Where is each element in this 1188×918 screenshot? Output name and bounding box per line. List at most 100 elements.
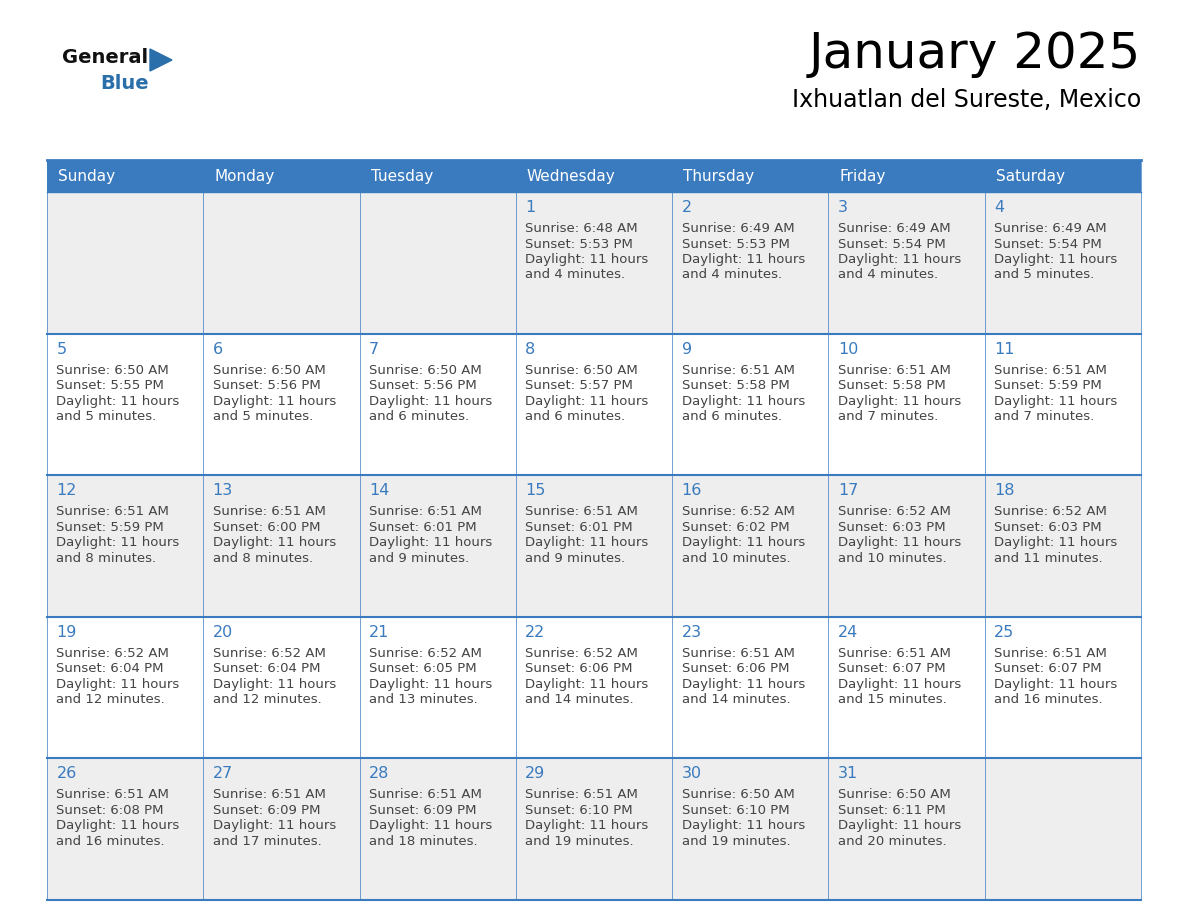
Text: 19: 19 [56, 625, 77, 640]
Text: and 13 minutes.: and 13 minutes. [369, 693, 478, 706]
Text: Daylight: 11 hours: Daylight: 11 hours [525, 253, 649, 266]
Text: January 2025: January 2025 [809, 30, 1140, 78]
Text: Daylight: 11 hours: Daylight: 11 hours [994, 395, 1118, 408]
Bar [828, 617, 985, 758]
Text: Sunset: 5:53 PM: Sunset: 5:53 PM [682, 238, 789, 251]
Text: General: General [62, 48, 148, 67]
Bar [985, 160, 1140, 192]
Text: Sunset: 5:58 PM: Sunset: 5:58 PM [682, 379, 789, 392]
Text: Friday: Friday [840, 169, 886, 184]
Text: Sunset: 6:11 PM: Sunset: 6:11 PM [838, 804, 946, 817]
Bar [203, 617, 360, 758]
Text: Daylight: 11 hours: Daylight: 11 hours [213, 536, 336, 549]
Text: Sunrise: 6:49 AM: Sunrise: 6:49 AM [682, 222, 794, 235]
Text: Daylight: 11 hours: Daylight: 11 hours [525, 395, 649, 408]
Text: Daylight: 11 hours: Daylight: 11 hours [994, 536, 1118, 549]
Text: 1: 1 [525, 200, 536, 215]
Text: Blue: Blue [100, 74, 148, 93]
Text: and 12 minutes.: and 12 minutes. [213, 693, 322, 706]
Text: and 20 minutes.: and 20 minutes. [838, 834, 947, 848]
Text: Sunrise: 6:52 AM: Sunrise: 6:52 AM [369, 647, 482, 660]
Text: Daylight: 11 hours: Daylight: 11 hours [213, 820, 336, 833]
Text: Daylight: 11 hours: Daylight: 11 hours [525, 820, 649, 833]
Text: 5: 5 [56, 341, 67, 356]
Bar [203, 333, 360, 476]
Text: Sunrise: 6:50 AM: Sunrise: 6:50 AM [525, 364, 638, 376]
Text: Sunrise: 6:51 AM: Sunrise: 6:51 AM [525, 505, 638, 518]
Bar [48, 617, 203, 758]
Text: Sunrise: 6:51 AM: Sunrise: 6:51 AM [682, 647, 795, 660]
Text: Sunset: 5:59 PM: Sunset: 5:59 PM [994, 379, 1101, 392]
Bar [985, 476, 1140, 617]
Text: and 15 minutes.: and 15 minutes. [838, 693, 947, 706]
Text: 26: 26 [56, 767, 77, 781]
Text: Sunrise: 6:49 AM: Sunrise: 6:49 AM [994, 222, 1107, 235]
Text: Sunrise: 6:51 AM: Sunrise: 6:51 AM [369, 505, 482, 518]
Bar [985, 758, 1140, 900]
Text: Sunset: 5:57 PM: Sunset: 5:57 PM [525, 379, 633, 392]
Text: and 7 minutes.: and 7 minutes. [838, 410, 939, 423]
Text: Sunrise: 6:52 AM: Sunrise: 6:52 AM [525, 647, 638, 660]
Text: and 14 minutes.: and 14 minutes. [682, 693, 790, 706]
Text: 9: 9 [682, 341, 691, 356]
Text: Sunrise: 6:52 AM: Sunrise: 6:52 AM [213, 647, 326, 660]
Text: 7: 7 [369, 341, 379, 356]
Text: Sunset: 6:07 PM: Sunset: 6:07 PM [994, 662, 1101, 676]
Bar [360, 476, 516, 617]
Text: Sunset: 5:56 PM: Sunset: 5:56 PM [213, 379, 321, 392]
Text: Sunrise: 6:51 AM: Sunrise: 6:51 AM [56, 789, 169, 801]
Text: 11: 11 [994, 341, 1015, 356]
Bar [203, 192, 360, 333]
Text: Daylight: 11 hours: Daylight: 11 hours [369, 677, 492, 691]
Text: Sunrise: 6:52 AM: Sunrise: 6:52 AM [56, 647, 169, 660]
Text: Sunrise: 6:52 AM: Sunrise: 6:52 AM [838, 505, 950, 518]
Text: 29: 29 [525, 767, 545, 781]
Text: Sunset: 6:04 PM: Sunset: 6:04 PM [213, 662, 320, 676]
Bar [203, 476, 360, 617]
Text: and 11 minutes.: and 11 minutes. [994, 552, 1102, 565]
Text: 13: 13 [213, 483, 233, 498]
Bar [828, 160, 985, 192]
Text: Sunrise: 6:50 AM: Sunrise: 6:50 AM [56, 364, 169, 376]
Text: Sunset: 5:56 PM: Sunset: 5:56 PM [369, 379, 476, 392]
Bar [672, 160, 828, 192]
Bar [828, 476, 985, 617]
Text: Sunset: 6:02 PM: Sunset: 6:02 PM [682, 521, 789, 533]
Text: Daylight: 11 hours: Daylight: 11 hours [369, 820, 492, 833]
Bar [48, 476, 203, 617]
Text: Sunrise: 6:50 AM: Sunrise: 6:50 AM [213, 364, 326, 376]
Bar [672, 476, 828, 617]
Text: 30: 30 [682, 767, 702, 781]
Text: Sunrise: 6:50 AM: Sunrise: 6:50 AM [682, 789, 795, 801]
Text: 4: 4 [994, 200, 1004, 215]
Bar [360, 758, 516, 900]
Text: Sunset: 6:06 PM: Sunset: 6:06 PM [682, 662, 789, 676]
Text: 18: 18 [994, 483, 1015, 498]
Text: Sunset: 6:09 PM: Sunset: 6:09 PM [213, 804, 320, 817]
Bar [516, 476, 672, 617]
Text: Sunset: 5:55 PM: Sunset: 5:55 PM [56, 379, 164, 392]
Text: Sunset: 6:10 PM: Sunset: 6:10 PM [682, 804, 789, 817]
Text: Sunrise: 6:51 AM: Sunrise: 6:51 AM [369, 789, 482, 801]
Bar [828, 192, 985, 333]
Text: Daylight: 11 hours: Daylight: 11 hours [213, 395, 336, 408]
Text: Thursday: Thursday [683, 169, 754, 184]
Bar [672, 192, 828, 333]
Bar [360, 333, 516, 476]
Text: Sunrise: 6:51 AM: Sunrise: 6:51 AM [213, 789, 326, 801]
Text: and 9 minutes.: and 9 minutes. [369, 552, 469, 565]
Bar [985, 617, 1140, 758]
Bar [672, 333, 828, 476]
Bar [360, 617, 516, 758]
Bar [672, 758, 828, 900]
Text: and 10 minutes.: and 10 minutes. [682, 552, 790, 565]
Text: and 17 minutes.: and 17 minutes. [213, 834, 322, 848]
Text: Sunset: 6:00 PM: Sunset: 6:00 PM [213, 521, 320, 533]
Bar [828, 758, 985, 900]
Text: Daylight: 11 hours: Daylight: 11 hours [838, 395, 961, 408]
Text: Daylight: 11 hours: Daylight: 11 hours [525, 536, 649, 549]
Text: Daylight: 11 hours: Daylight: 11 hours [838, 820, 961, 833]
Text: Monday: Monday [214, 169, 274, 184]
Text: Sunset: 6:10 PM: Sunset: 6:10 PM [525, 804, 633, 817]
Text: Sunday: Sunday [58, 169, 115, 184]
